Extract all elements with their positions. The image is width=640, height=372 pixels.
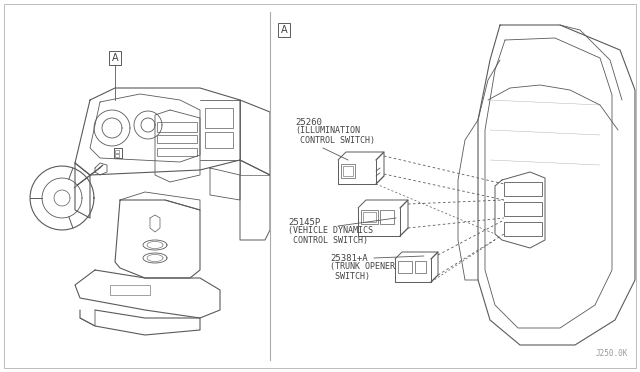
Text: A: A xyxy=(281,25,287,35)
Bar xyxy=(415,261,426,273)
Bar xyxy=(115,150,119,153)
Bar xyxy=(398,261,412,273)
Bar xyxy=(504,202,542,216)
Bar xyxy=(504,182,542,196)
Text: (ILLUMINATION
 CONTROL SWITCH): (ILLUMINATION CONTROL SWITCH) xyxy=(295,126,375,145)
Text: A: A xyxy=(112,53,118,63)
Text: J250.0K: J250.0K xyxy=(596,349,628,358)
Text: 25381+A: 25381+A xyxy=(330,254,367,263)
Bar xyxy=(343,166,353,176)
Bar xyxy=(157,148,197,156)
Text: 25145P: 25145P xyxy=(288,218,320,227)
Bar xyxy=(363,212,376,222)
Bar xyxy=(157,135,197,143)
Bar xyxy=(341,164,355,178)
Bar xyxy=(361,210,378,224)
Bar xyxy=(157,122,197,132)
Bar xyxy=(110,285,150,295)
Text: (VEHICLE DYNAMICS
 CONTROL SWITCH): (VEHICLE DYNAMICS CONTROL SWITCH) xyxy=(288,226,373,246)
Bar xyxy=(115,154,119,157)
Text: (TRUNK OPENER
 SWITCH): (TRUNK OPENER SWITCH) xyxy=(330,262,395,281)
Bar xyxy=(380,210,394,224)
Bar xyxy=(205,132,233,148)
Bar xyxy=(205,108,233,128)
Text: 25260: 25260 xyxy=(295,118,322,127)
Bar xyxy=(504,222,542,236)
